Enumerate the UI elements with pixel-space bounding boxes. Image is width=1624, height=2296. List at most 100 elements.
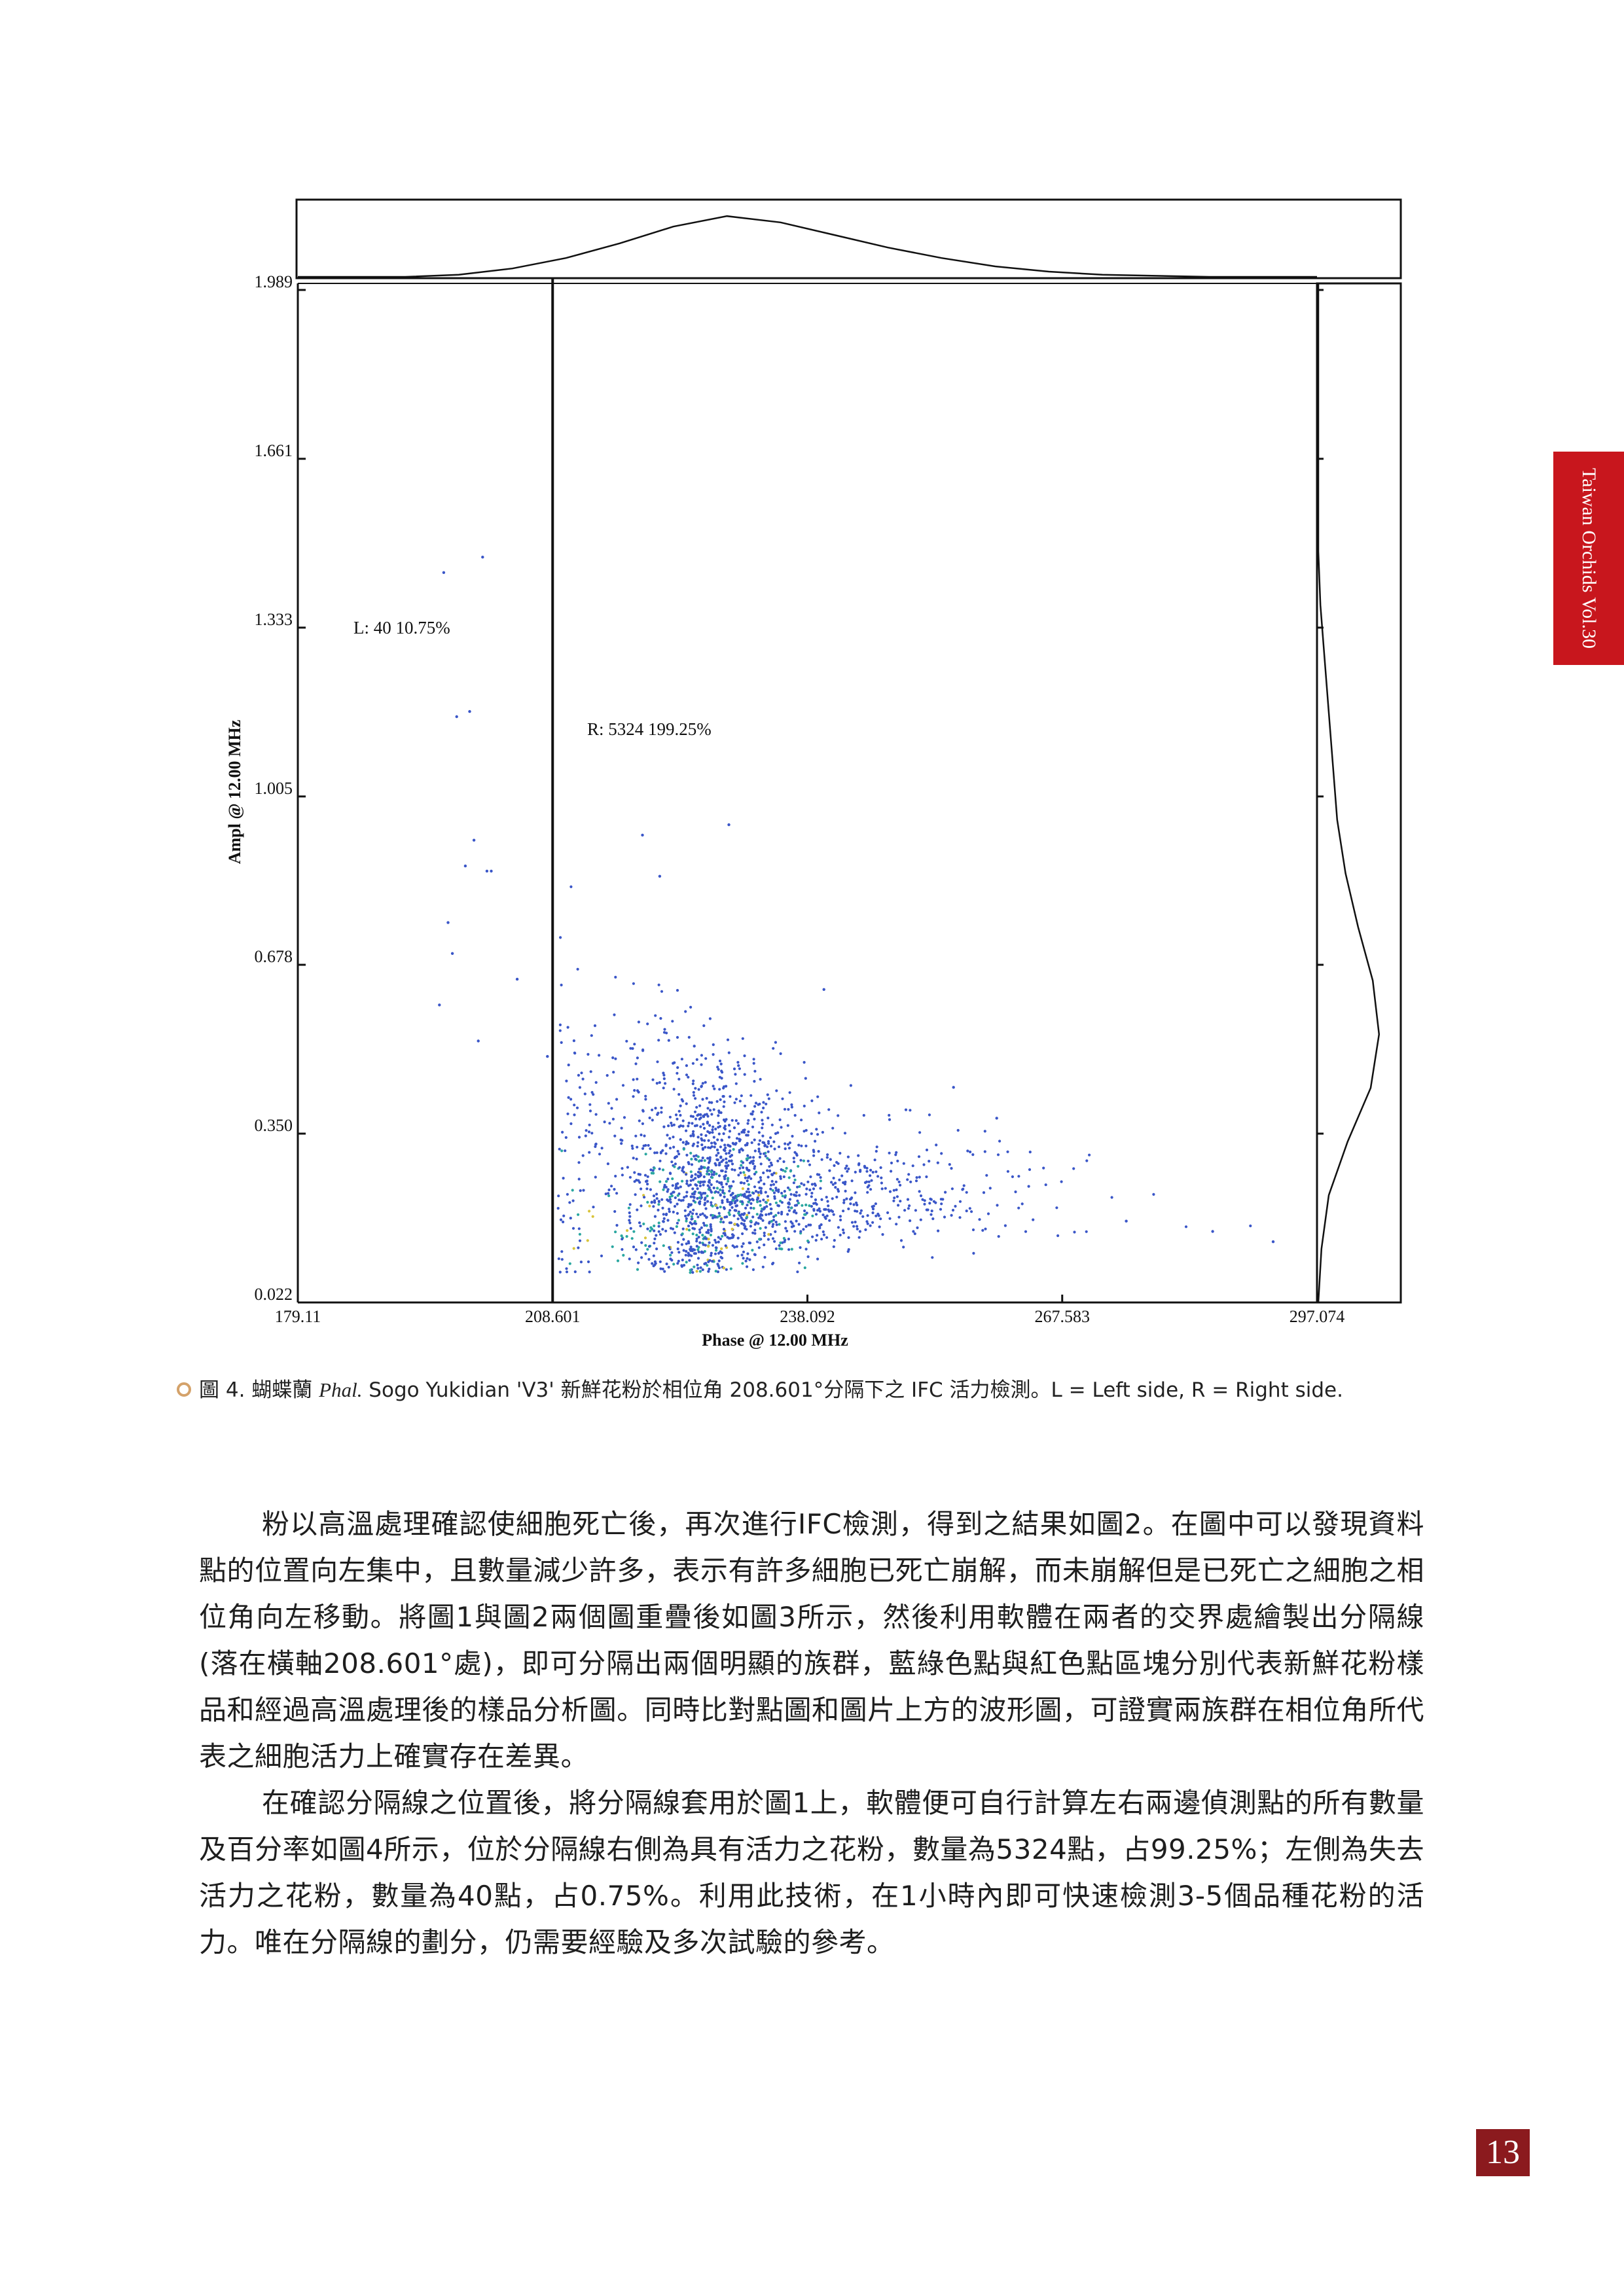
scatter-point: [707, 1180, 710, 1183]
scatter-point: [655, 1151, 659, 1155]
scatter-point: [702, 1122, 705, 1126]
scatter-point: [613, 1134, 617, 1138]
scatter-point: [850, 1196, 854, 1200]
scatter-point: [657, 1230, 660, 1233]
scatter-point: [573, 1052, 577, 1055]
scatter-point: [716, 1138, 719, 1141]
scatter-point: [825, 1236, 829, 1239]
scatter-point: [865, 1170, 869, 1173]
scatter-point: [631, 1047, 634, 1050]
scatter-point: [757, 1216, 761, 1219]
scatter-point: [588, 1109, 592, 1113]
scatter-point: [698, 1104, 702, 1107]
scatter-point: [611, 1117, 615, 1121]
scatter-point: [691, 1227, 695, 1230]
scatter-point: [691, 1187, 695, 1191]
scatter-point: [588, 1123, 591, 1126]
scatter-point: [770, 1179, 774, 1183]
scatter-point: [607, 1192, 610, 1195]
scatter-point: [741, 1149, 744, 1152]
scatter-point: [782, 1175, 785, 1179]
scatter-point: [658, 874, 662, 878]
scatter-point: [759, 1217, 763, 1220]
scatter-point: [761, 1219, 765, 1222]
scatter-point: [919, 1194, 923, 1198]
scatter-point: [982, 1191, 986, 1194]
scatter-point: [649, 1188, 653, 1191]
scatter-point: [515, 977, 519, 981]
scatter-point: [914, 1179, 918, 1183]
scatter-point: [869, 1174, 872, 1177]
scatter-point: [662, 1220, 665, 1223]
scatter-point: [717, 1251, 720, 1255]
scatter-point: [727, 1179, 730, 1183]
scatter-point: [657, 1203, 660, 1206]
scatter-point: [715, 1148, 719, 1151]
scatter-point: [832, 1213, 835, 1216]
scatter-point: [725, 1161, 728, 1164]
scatter-point: [668, 1210, 671, 1213]
scatter-point: [859, 1211, 862, 1215]
scatter-point: [685, 1102, 688, 1105]
scatter-point: [697, 1250, 700, 1253]
scatter-point: [731, 1199, 734, 1202]
scatter-point: [632, 1095, 635, 1098]
scatter-point: [774, 1221, 778, 1224]
scatter-point: [687, 1251, 690, 1255]
scatter-point: [562, 1220, 565, 1224]
scatter-point: [664, 1143, 668, 1147]
scatter-point: [632, 1078, 635, 1081]
scatter-point: [706, 1172, 709, 1175]
scatter-point: [590, 1034, 593, 1037]
scatter-point: [715, 1172, 718, 1175]
scatter-point: [741, 1218, 744, 1221]
scatter-point: [779, 1052, 782, 1055]
scatter-point: [732, 1142, 735, 1145]
scatter-point: [918, 1175, 921, 1179]
scatter-point: [613, 1013, 616, 1016]
scatter-point: [747, 1119, 750, 1122]
scatter-point: [757, 1222, 760, 1225]
scatter-point: [857, 1163, 861, 1166]
scatter-point: [812, 1208, 816, 1211]
scatter-point: [950, 1213, 953, 1217]
scatter-point: [711, 1244, 715, 1247]
scatter-point: [824, 1217, 827, 1220]
scatter-point: [837, 1226, 840, 1229]
scatter-point: [708, 1101, 711, 1104]
scatter-point: [615, 1098, 619, 1101]
scatter-point: [731, 1162, 734, 1166]
scatter-point: [767, 1097, 770, 1100]
scatter-point: [713, 1238, 717, 1242]
scatter-point: [747, 1130, 750, 1134]
scatter-point: [732, 1126, 736, 1130]
scatter-point: [653, 1242, 656, 1245]
scatter-point: [717, 1174, 721, 1177]
scatter-point: [856, 1225, 859, 1228]
scatter-point: [763, 1152, 766, 1155]
scatter-point: [763, 1243, 766, 1247]
scatter-point: [888, 1151, 891, 1155]
scatter-point: [744, 1176, 747, 1179]
scatter-point: [657, 1208, 660, 1211]
scatter-point: [925, 1208, 928, 1211]
scatter-point: [662, 1073, 666, 1077]
scatter-point: [918, 1131, 922, 1134]
paragraph-2: 在確認分隔線之位置後，將分隔線套用於圖1上，軟體便可自行計算左右兩邊偵測點的所有…: [199, 1787, 1424, 1958]
scatter-point: [777, 1188, 780, 1191]
scatter-point: [753, 1149, 757, 1153]
scatter-point: [615, 1224, 619, 1227]
scatter-point: [727, 1177, 730, 1180]
scatter-point: [607, 1102, 610, 1105]
scatter-point: [958, 1200, 962, 1203]
scatter-point: [753, 1172, 756, 1175]
scatter-point: [774, 1187, 778, 1190]
scatter-point: [787, 1202, 791, 1206]
scatter-point: [559, 1218, 563, 1221]
scatter-point: [855, 1201, 858, 1204]
scatter-point: [721, 1191, 725, 1194]
scatter-point: [659, 1159, 662, 1162]
scatter-point: [784, 1142, 787, 1145]
scatter-point: [768, 1158, 771, 1162]
scatter-point: [653, 1237, 657, 1240]
